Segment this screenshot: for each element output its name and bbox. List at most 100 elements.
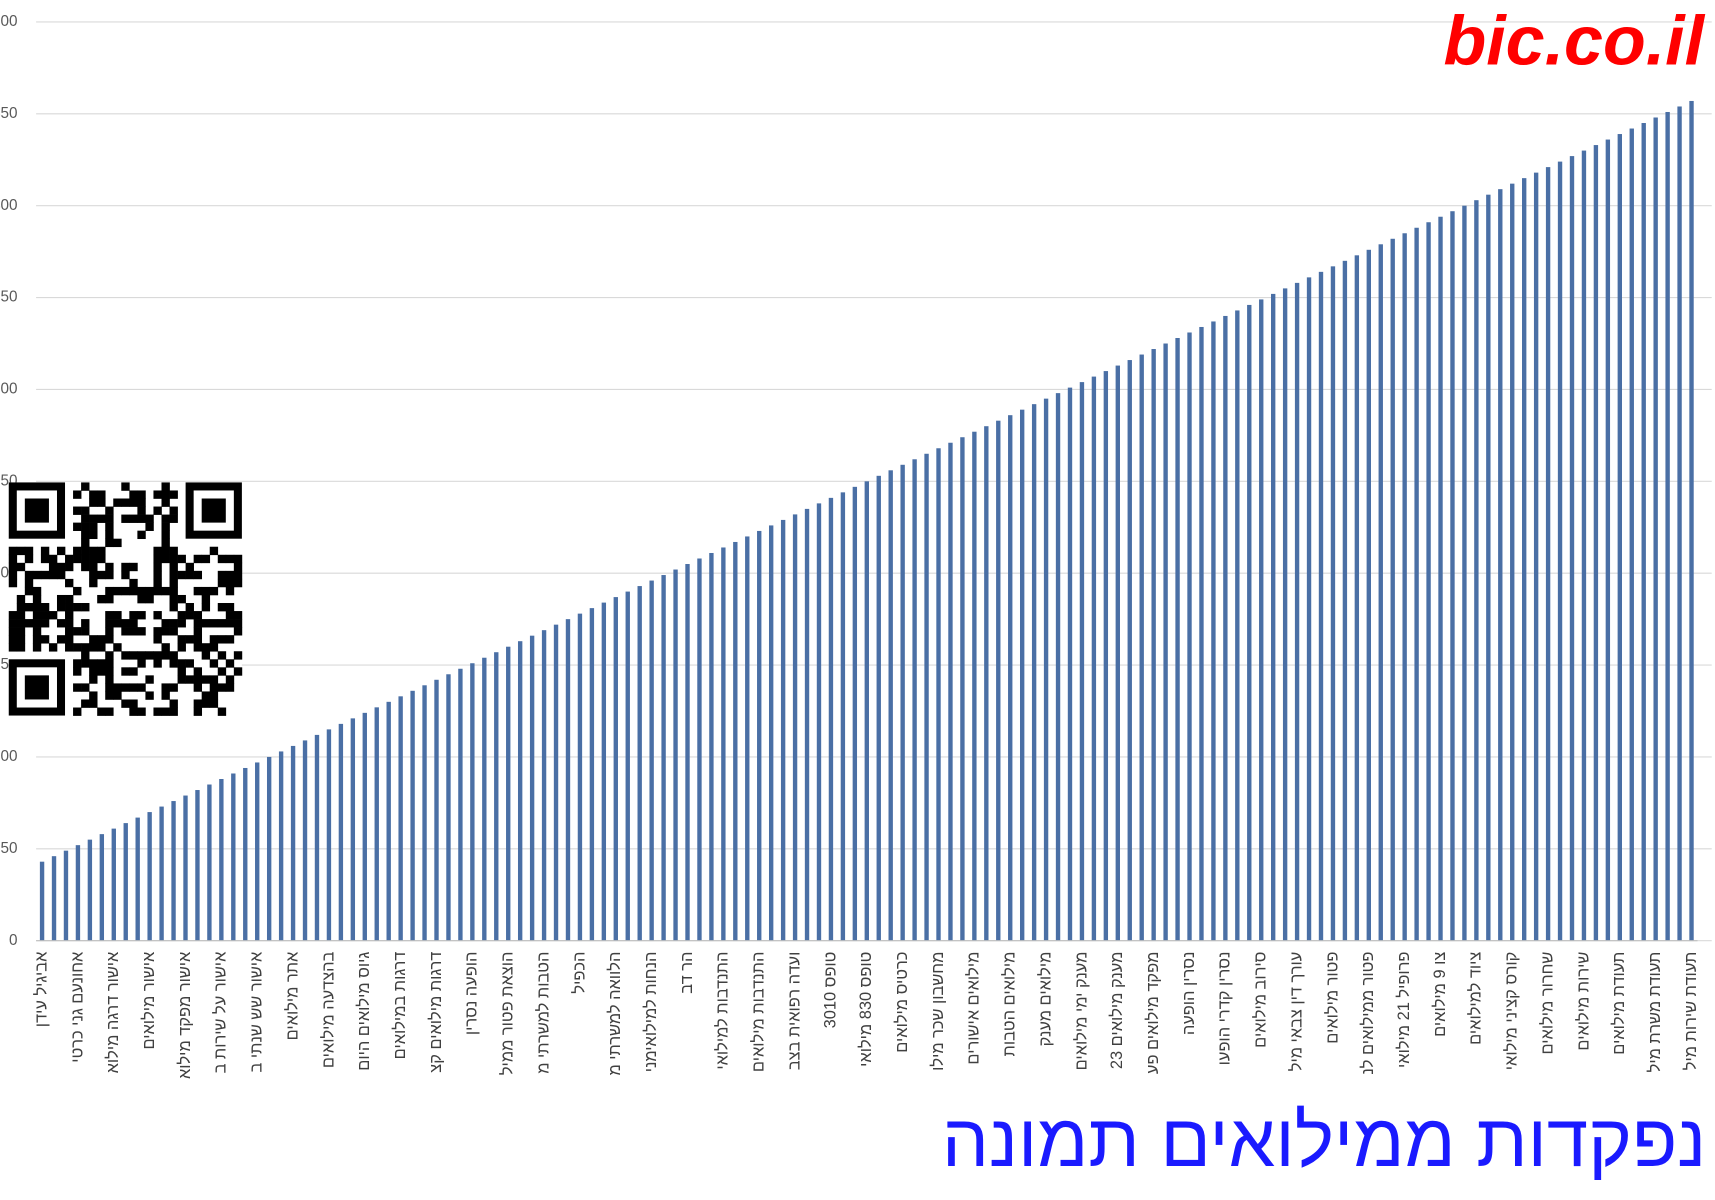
qr-module bbox=[65, 619, 74, 628]
bar bbox=[386, 701, 391, 941]
qr-module bbox=[113, 611, 122, 620]
qr-module bbox=[217, 570, 227, 580]
x-tick-label: מילואים אישורים bbox=[965, 952, 983, 1065]
qr-module bbox=[233, 627, 243, 636]
x-tick-label: אישור דרגה מילוא bbox=[104, 951, 122, 1073]
qr-module bbox=[153, 562, 162, 572]
qr-module bbox=[209, 699, 219, 708]
qr-module bbox=[16, 611, 26, 620]
qr-module bbox=[209, 691, 219, 700]
watermark: bic.co.il bbox=[1443, 2, 1705, 80]
qr-module bbox=[209, 619, 219, 628]
qr-module bbox=[65, 635, 74, 644]
bar bbox=[111, 828, 116, 941]
qr-module bbox=[81, 627, 90, 636]
qr-module bbox=[137, 707, 146, 716]
qr-module bbox=[177, 643, 186, 652]
bar bbox=[888, 470, 893, 941]
bar bbox=[51, 856, 57, 941]
qr-module bbox=[193, 635, 203, 644]
qr-module bbox=[89, 546, 98, 556]
qr-module bbox=[73, 506, 82, 515]
x-tick-label: מענק מילואים 23 bbox=[1108, 952, 1126, 1070]
qr-module bbox=[32, 603, 42, 612]
qr-module bbox=[16, 643, 26, 652]
qr-module bbox=[16, 594, 26, 604]
qr-module bbox=[209, 546, 219, 556]
qr-module bbox=[201, 586, 211, 596]
bar bbox=[243, 767, 248, 941]
qr-module bbox=[32, 635, 42, 644]
qr-module bbox=[113, 683, 122, 692]
qr-module bbox=[161, 627, 170, 636]
qr-module bbox=[177, 635, 186, 644]
x-tick-label: נסרין קדרי הופעו bbox=[1216, 952, 1234, 1066]
bar bbox=[1462, 205, 1467, 941]
x-tick-label: עורך דין צבאי מיל bbox=[1287, 952, 1305, 1072]
bar bbox=[494, 652, 499, 941]
bar bbox=[840, 492, 846, 941]
bar bbox=[207, 784, 212, 941]
bar bbox=[721, 547, 726, 941]
qr-module bbox=[113, 619, 122, 628]
qr-finder bbox=[24, 498, 49, 523]
qr-module bbox=[89, 691, 98, 700]
y-tick-label: 400 bbox=[0, 197, 18, 214]
x-tick-label: אביגיל עידן bbox=[32, 951, 50, 1027]
qr-module bbox=[161, 707, 170, 716]
qr-module bbox=[73, 546, 82, 556]
qr-module bbox=[209, 683, 219, 692]
qr-module bbox=[193, 699, 203, 708]
qr-module bbox=[201, 699, 211, 708]
qr-module bbox=[153, 570, 162, 580]
qr-module bbox=[185, 611, 194, 620]
qr-module bbox=[73, 490, 82, 499]
qr-module bbox=[233, 562, 243, 572]
qr-module bbox=[193, 586, 203, 596]
qr-module bbox=[8, 627, 18, 636]
x-tick-label: טופס 3010 bbox=[821, 952, 839, 1029]
qr-module bbox=[89, 514, 98, 523]
bar bbox=[87, 839, 93, 941]
qr-module bbox=[73, 683, 82, 692]
qr-module bbox=[233, 578, 243, 588]
qr-module bbox=[137, 651, 146, 660]
qr-module bbox=[65, 603, 74, 612]
qr-module bbox=[225, 611, 235, 620]
qr-module bbox=[169, 554, 178, 564]
qr-module bbox=[169, 514, 178, 523]
x-tick-label: התנדבות למילואי bbox=[714, 952, 732, 1070]
qr-module bbox=[129, 627, 138, 636]
bar bbox=[541, 630, 547, 941]
qr-module bbox=[225, 635, 235, 644]
qr-module bbox=[56, 562, 66, 572]
qr-module bbox=[97, 498, 106, 507]
bar bbox=[792, 514, 798, 941]
bar bbox=[780, 519, 786, 941]
qr-module bbox=[97, 514, 106, 523]
bar bbox=[314, 734, 320, 941]
bar bbox=[804, 508, 810, 941]
bar bbox=[1127, 360, 1132, 941]
qr-module bbox=[97, 570, 106, 580]
qr-module bbox=[161, 643, 170, 652]
bar bbox=[123, 823, 128, 941]
qr-module bbox=[145, 522, 154, 531]
qr-module bbox=[89, 578, 98, 588]
x-tick-label: מילואים הטבות bbox=[1001, 952, 1019, 1057]
qr-module bbox=[65, 562, 74, 572]
bar bbox=[1330, 266, 1336, 941]
qr-module bbox=[193, 707, 203, 716]
qr-module bbox=[121, 683, 130, 692]
qr-module bbox=[81, 482, 90, 491]
bar bbox=[1282, 288, 1288, 941]
qr-module bbox=[169, 683, 178, 692]
x-tick-label: תעודת משרת מיל bbox=[1646, 952, 1664, 1073]
bar bbox=[266, 756, 272, 941]
x-tick-label: בהצדעה מילואים bbox=[319, 951, 337, 1068]
qr-module bbox=[153, 490, 162, 499]
qr-module bbox=[121, 627, 130, 636]
qr-module bbox=[137, 627, 146, 636]
qr-module bbox=[169, 570, 178, 580]
x-tick-label: הנחות למילואימני bbox=[642, 952, 660, 1073]
